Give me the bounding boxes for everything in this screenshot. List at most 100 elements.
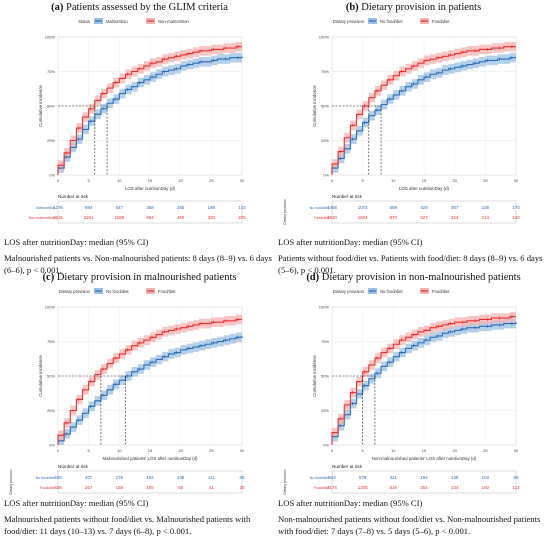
x-tick-label: 0: [331, 178, 334, 183]
risk-frame: [57, 200, 243, 224]
risk-cell: 143: [238, 205, 246, 210]
risk-cell: 105: [146, 485, 154, 490]
risk-title: Number at risk: [332, 194, 363, 199]
series-line: [331, 46, 516, 175]
risk-side-label: Dietary provision: [283, 199, 287, 224]
y-tick-label: 100%: [319, 35, 330, 40]
risk-cell: 1074: [358, 205, 368, 210]
risk-cell: 41: [209, 485, 214, 490]
risk-cell: 527: [420, 215, 428, 220]
risk-cell: 321: [390, 475, 398, 480]
x-tick-label: 30: [240, 448, 245, 453]
x-tick-label: 30: [514, 448, 519, 453]
risk-cell: 69: [514, 475, 519, 480]
risk-cell: 140: [512, 215, 520, 220]
risk-title: Number at risk: [332, 464, 363, 469]
risk-cell: 159: [116, 485, 124, 490]
y-axis-label: Cumulative incidence: [38, 85, 43, 127]
risk-cell: 111: [208, 475, 215, 480]
y-tick-label: 0%: [49, 173, 55, 178]
risk-cell: 536: [54, 475, 62, 480]
risk-cell: 368: [146, 205, 154, 210]
series-line: [331, 322, 517, 445]
y-tick-label: 75%: [321, 69, 329, 74]
panel-title-text: Dietary provision in non-malnourished pa…: [321, 272, 521, 283]
risk-cell: 659: [390, 205, 398, 210]
risk-cell: 238: [482, 205, 490, 210]
legend-label: No food/diet: [380, 19, 403, 24]
x-tick-label: 20: [178, 178, 183, 183]
x-tick-label: 25: [209, 178, 214, 183]
y-tick-label: 100%: [319, 305, 330, 310]
legend-label: Food/diet: [432, 289, 450, 294]
risk-cell: 255: [177, 205, 185, 210]
series-line: [57, 56, 243, 175]
risk-cell: 1205: [358, 485, 368, 490]
risk-cell: 103: [482, 475, 490, 480]
y-tick-label: 75%: [47, 339, 55, 344]
legend-title: Dietary provision: [59, 289, 91, 294]
risk-cell: 843: [328, 475, 336, 480]
x-axis-label: LOS after nutritionDay (d): [125, 186, 176, 191]
risk-cell: 214: [482, 215, 490, 220]
x-tick-label: 15: [148, 178, 153, 183]
legend-label: Food/diet: [432, 19, 450, 24]
risk-table: Number at risk Dietary provision No food/d…: [283, 194, 520, 225]
comparison-text: Non-malnourished patients without food/d…: [278, 514, 541, 536]
x-tick-label: 20: [178, 448, 183, 453]
panel-label: (b): [345, 2, 359, 13]
x-tick-label: 25: [483, 178, 488, 183]
risk-cell: 307: [451, 205, 459, 210]
risk-row-label: No food/diet: [310, 206, 329, 210]
risk-cell: 279: [116, 475, 124, 480]
legend-label: Malnutrition: [106, 19, 128, 24]
risk-cell: 170: [512, 205, 520, 210]
y-tick-label: 0%: [323, 443, 329, 448]
risk-cell: 2174: [327, 485, 337, 490]
risk-cell: 2910: [327, 215, 337, 220]
risk-row-label: Food/diet: [40, 486, 55, 490]
km-figure: Dietary provision No food/diet Food/diet 0%…: [9, 288, 245, 495]
y-axis-label: Cumulative incidence: [312, 355, 317, 397]
y-tick-label: 75%: [321, 339, 329, 344]
x-tick-label: 15: [148, 448, 153, 453]
legend-label: Non-malnutrition: [158, 19, 189, 24]
x-tick-label: 25: [483, 448, 488, 453]
risk-table: Number at risk Dietary provision No food/d…: [9, 464, 245, 495]
x-tick-label: 20: [452, 448, 457, 453]
risk-cell: 192: [146, 475, 154, 480]
risk-cell: 267: [85, 485, 93, 490]
risk-cell: 578: [359, 475, 367, 480]
x-axis-label: Non-malnourished patients' LOS after nut…: [372, 456, 477, 461]
y-tick-label: 25%: [47, 138, 55, 143]
risk-cell: 3615: [53, 215, 63, 220]
x-tick-label: 10: [391, 448, 396, 453]
y-tick-label: 0%: [49, 443, 55, 448]
risk-cell: 407: [85, 475, 93, 480]
risk-frame: [331, 200, 517, 224]
x-tick-label: 5: [362, 178, 365, 183]
x-tick-label: 30: [240, 178, 245, 183]
y-tick-label: 0%: [323, 173, 329, 178]
y-tick-label: 50%: [321, 374, 329, 379]
y-tick-label: 100%: [45, 305, 56, 310]
x-tick-label: 15: [422, 178, 427, 183]
panel-title: (d) Dietary provision in non-malnourishe…: [278, 272, 549, 283]
risk-frame: [331, 470, 517, 494]
median-caption: LOS after nutritionDay: median (95% CI): [278, 237, 423, 247]
km-figure: Dietary provision No food/diet Food/diet 0%…: [283, 288, 520, 495]
risk-row-label: Food/diet: [314, 216, 329, 220]
legend-label: No food/diet: [380, 289, 403, 294]
x-tick-label: 20: [452, 178, 457, 183]
risk-cell: 547: [116, 205, 124, 210]
panel-title: (b) Dietary provision in patients: [278, 2, 549, 13]
y-tick-label: 50%: [47, 374, 55, 379]
risk-frame: [57, 470, 243, 494]
risk-cell: 189: [208, 205, 216, 210]
x-axis-label: Malnourished patients' LOS after nutriti…: [102, 456, 198, 461]
panel-label: (c): [42, 272, 55, 283]
risk-row-label: Malnutrition: [36, 206, 55, 210]
risk-cell: 320: [208, 215, 216, 220]
risk-cell: 234: [451, 485, 459, 490]
